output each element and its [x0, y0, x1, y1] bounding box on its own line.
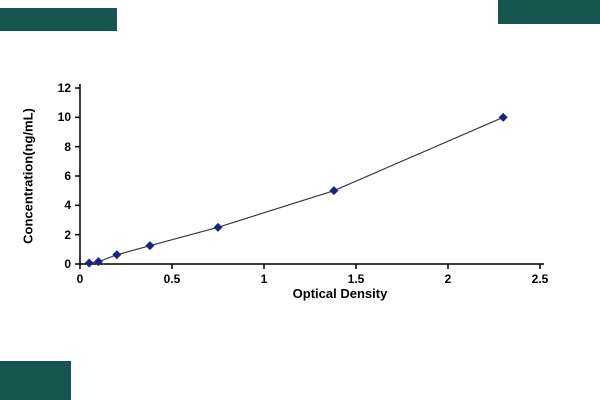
x-axis-label: Optical Density: [292, 286, 388, 301]
data-point-marker: [498, 112, 508, 122]
x-tick-label: 2: [444, 272, 452, 286]
data-point-marker: [84, 258, 94, 268]
data-point-marker: [93, 257, 103, 267]
data-point-marker: [112, 250, 122, 260]
y-axis-label: Concentration(ng/mL): [20, 108, 36, 244]
y-tick-label: 2: [64, 227, 71, 242]
data-point-marker: [145, 241, 155, 251]
x-tick-label: 1: [260, 272, 268, 286]
decorative-block-top-right: [498, 0, 600, 24]
y-tick-label: 12: [57, 81, 71, 95]
decorative-block-bottom-left: [0, 361, 71, 400]
data-point-marker: [213, 222, 223, 232]
x-tick-label: 0: [76, 272, 84, 286]
x-tick-label: 0.5: [163, 272, 181, 286]
x-tick-label: 2.5: [531, 272, 549, 286]
decorative-block-top-left: [0, 8, 117, 31]
data-point-marker: [329, 186, 339, 196]
y-tick-label: 6: [64, 169, 71, 183]
y-tick-label: 10: [57, 110, 71, 125]
y-tick-label: 4: [64, 198, 71, 213]
x-tick-label: 1.5: [347, 272, 365, 286]
y-tick-label: 8: [64, 139, 71, 154]
series-line-standard-curve: [89, 116, 504, 264]
y-tick-label: 0: [64, 257, 71, 271]
